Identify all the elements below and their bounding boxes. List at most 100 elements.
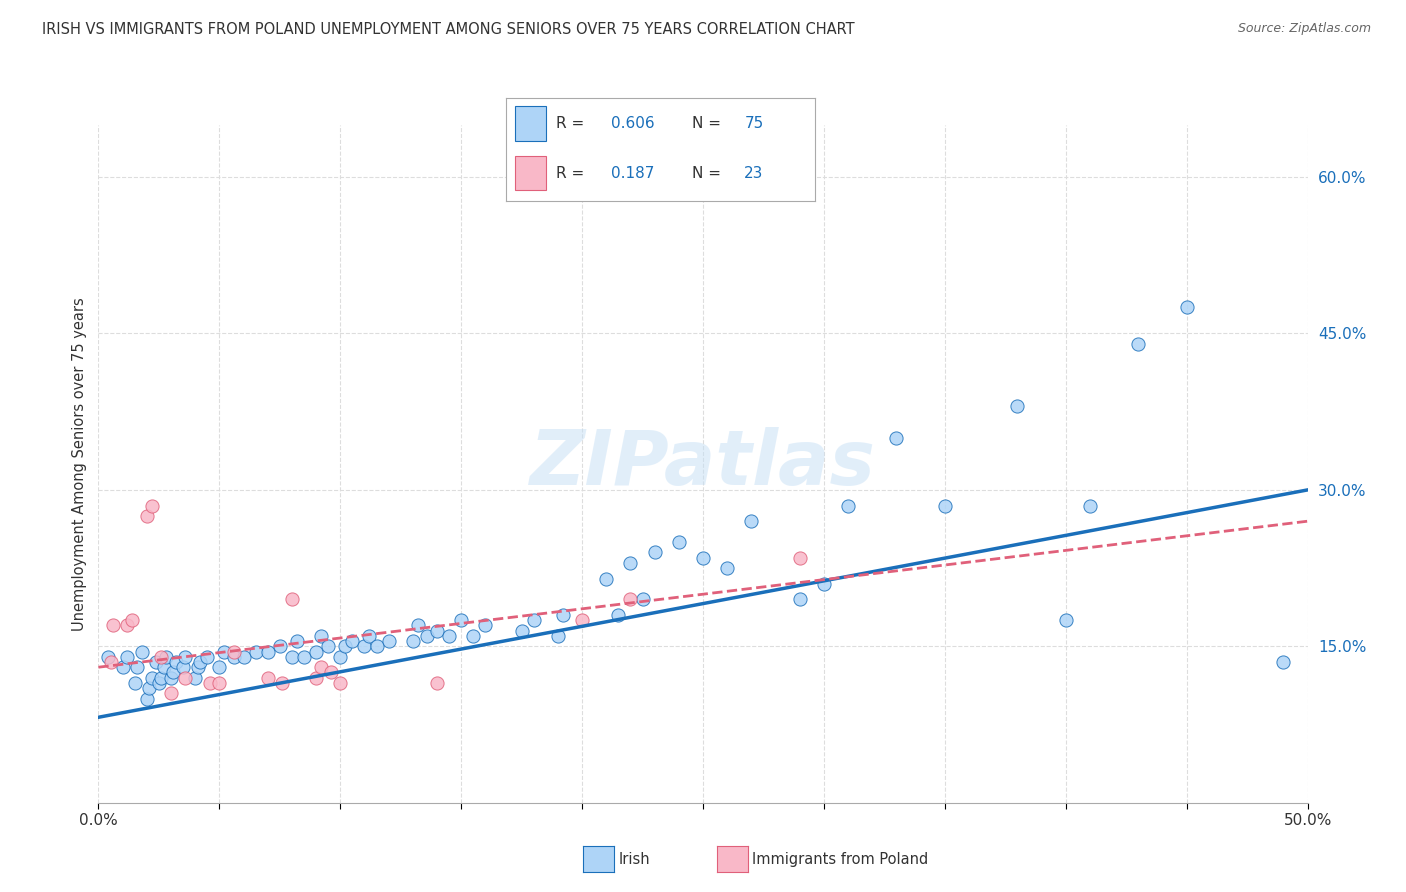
Point (886, 431, 908, 445)
Point (184, 671, 207, 685)
Point (172, 660, 194, 674)
Point (426, 624, 449, 638)
Point (571, 613, 593, 627)
Point (131, 644, 153, 658)
Point (631, 592, 654, 607)
Text: 0.187: 0.187 (612, 166, 655, 180)
Point (256, 644, 278, 658)
Point (595, 572, 617, 586)
Point (174, 649, 197, 664)
Point (117, 618, 139, 632)
Point (437, 629, 460, 643)
Text: 23: 23 (744, 166, 763, 180)
Text: 75: 75 (744, 116, 763, 131)
Point (474, 618, 496, 632)
Point (463, 629, 485, 643)
Point (281, 592, 304, 607)
Point (117, 649, 139, 664)
Point (316, 640, 339, 654)
Point (329, 649, 352, 664)
Point (292, 649, 315, 664)
Point (195, 649, 218, 664)
Text: N =: N = (692, 166, 725, 180)
Point (1128, 337, 1150, 351)
Point (510, 624, 533, 638)
Point (188, 655, 211, 669)
Point (309, 660, 332, 674)
Point (269, 640, 291, 654)
Point (212, 644, 235, 658)
Point (127, 660, 149, 674)
Point (1078, 499, 1101, 513)
Text: Immigrants from Poland: Immigrants from Poland (752, 853, 928, 867)
Point (1175, 301, 1198, 315)
Bar (516, 106, 547, 141)
Point (245, 644, 267, 658)
Point (208, 676, 231, 690)
Point (319, 665, 342, 680)
Point (523, 613, 546, 627)
Point (333, 640, 356, 654)
Point (222, 644, 245, 658)
Text: Irish: Irish (619, 853, 650, 867)
Point (305, 644, 328, 658)
Point (281, 649, 304, 664)
Point (342, 634, 364, 648)
Point (97, 649, 120, 664)
Point (740, 514, 762, 528)
Point (934, 499, 956, 513)
Point (174, 671, 197, 685)
Point (551, 608, 574, 623)
Point (162, 665, 184, 680)
Point (416, 629, 439, 643)
Point (208, 660, 231, 674)
Point (155, 649, 177, 664)
Point (377, 634, 399, 648)
Point (837, 499, 859, 513)
Point (160, 686, 183, 700)
Point (813, 576, 835, 591)
Point (187, 660, 209, 674)
Point (1272, 655, 1295, 669)
Point (359, 629, 381, 643)
Point (160, 671, 183, 685)
Point (309, 629, 332, 643)
Point (145, 655, 167, 669)
Point (402, 634, 425, 648)
Point (148, 676, 170, 690)
Point (366, 640, 388, 654)
Point (329, 676, 352, 690)
Text: 0.606: 0.606 (612, 116, 655, 131)
Point (150, 671, 173, 685)
Point (406, 618, 429, 632)
Point (619, 556, 641, 570)
Point (305, 671, 328, 685)
Point (232, 649, 254, 664)
Point (150, 649, 173, 664)
Point (256, 671, 278, 685)
Point (135, 691, 157, 706)
Point (1054, 613, 1077, 627)
Point (124, 676, 146, 690)
Point (198, 676, 221, 690)
Point (668, 535, 690, 549)
Point (138, 681, 160, 695)
Point (222, 649, 245, 664)
Text: R =: R = (555, 116, 589, 131)
Text: N =: N = (692, 116, 725, 131)
Text: R =: R = (555, 166, 589, 180)
Point (101, 618, 124, 632)
Point (789, 592, 811, 607)
Point (426, 676, 449, 690)
Point (716, 561, 738, 575)
Point (644, 545, 666, 559)
Text: ZIPatlas: ZIPatlas (530, 427, 876, 500)
Point (285, 634, 308, 648)
Text: IRISH VS IMMIGRANTS FROM POLAND UNEMPLOYMENT AMONG SENIORS OVER 75 YEARS CORRELA: IRISH VS IMMIGRANTS FROM POLAND UNEMPLOY… (42, 22, 855, 37)
Point (121, 613, 143, 627)
Point (165, 655, 187, 669)
Point (619, 592, 641, 607)
Text: Source: ZipAtlas.com: Source: ZipAtlas.com (1237, 22, 1371, 36)
Point (692, 550, 714, 565)
Point (141, 671, 163, 685)
